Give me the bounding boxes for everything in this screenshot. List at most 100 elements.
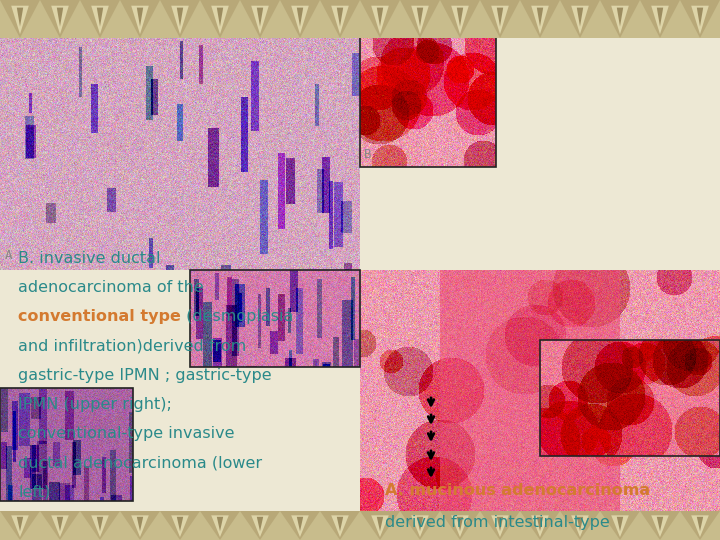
Polygon shape bbox=[17, 517, 23, 531]
Text: and infiltration)derived from: and infiltration)derived from bbox=[18, 339, 246, 354]
Polygon shape bbox=[651, 6, 669, 34]
Polygon shape bbox=[377, 8, 383, 26]
Polygon shape bbox=[377, 517, 383, 531]
Polygon shape bbox=[611, 515, 629, 537]
Polygon shape bbox=[131, 515, 149, 537]
Polygon shape bbox=[120, 0, 160, 38]
Text: IPMN (upper right);: IPMN (upper right); bbox=[18, 397, 172, 412]
Polygon shape bbox=[411, 6, 429, 34]
Polygon shape bbox=[400, 511, 440, 540]
Polygon shape bbox=[217, 8, 223, 26]
Polygon shape bbox=[456, 8, 463, 26]
Polygon shape bbox=[280, 511, 320, 540]
Polygon shape bbox=[200, 0, 240, 38]
Text: B: B bbox=[364, 148, 372, 161]
Polygon shape bbox=[691, 515, 708, 537]
Polygon shape bbox=[331, 515, 348, 537]
Polygon shape bbox=[640, 0, 680, 38]
Bar bbox=[0, 511, 720, 540]
Polygon shape bbox=[240, 511, 280, 540]
Polygon shape bbox=[200, 511, 240, 540]
Polygon shape bbox=[400, 0, 440, 38]
Polygon shape bbox=[251, 6, 269, 34]
Text: ductal adenocarcinoma (lower: ductal adenocarcinoma (lower bbox=[18, 455, 262, 470]
Text: A: A bbox=[5, 249, 12, 262]
Bar bbox=[190, 270, 360, 367]
Polygon shape bbox=[12, 6, 29, 34]
Polygon shape bbox=[331, 6, 348, 34]
Bar bbox=[0, 270, 360, 511]
Polygon shape bbox=[360, 0, 400, 38]
Polygon shape bbox=[577, 8, 583, 26]
Polygon shape bbox=[531, 515, 549, 537]
Polygon shape bbox=[691, 6, 708, 34]
Polygon shape bbox=[160, 0, 200, 38]
Polygon shape bbox=[91, 515, 109, 537]
Polygon shape bbox=[251, 515, 269, 537]
Polygon shape bbox=[577, 517, 583, 531]
Polygon shape bbox=[137, 517, 143, 531]
Polygon shape bbox=[177, 8, 183, 26]
Polygon shape bbox=[80, 511, 120, 540]
Polygon shape bbox=[451, 6, 469, 34]
Text: left): left) bbox=[18, 484, 50, 500]
Polygon shape bbox=[491, 6, 509, 34]
Polygon shape bbox=[571, 515, 589, 537]
Polygon shape bbox=[280, 0, 320, 38]
Polygon shape bbox=[337, 517, 343, 531]
Polygon shape bbox=[360, 511, 400, 540]
Polygon shape bbox=[600, 0, 640, 38]
Polygon shape bbox=[480, 511, 520, 540]
Polygon shape bbox=[560, 511, 600, 540]
Polygon shape bbox=[160, 511, 200, 540]
Polygon shape bbox=[560, 0, 600, 38]
Polygon shape bbox=[171, 515, 189, 537]
Polygon shape bbox=[680, 511, 720, 540]
Polygon shape bbox=[537, 517, 543, 531]
Polygon shape bbox=[680, 0, 720, 38]
Polygon shape bbox=[372, 515, 389, 537]
Bar bbox=[360, 38, 720, 270]
Polygon shape bbox=[40, 511, 80, 540]
Polygon shape bbox=[17, 8, 23, 26]
Polygon shape bbox=[211, 515, 229, 537]
Polygon shape bbox=[520, 511, 560, 540]
Polygon shape bbox=[417, 8, 423, 26]
Polygon shape bbox=[456, 517, 463, 531]
Polygon shape bbox=[96, 8, 103, 26]
Polygon shape bbox=[611, 6, 629, 34]
Polygon shape bbox=[440, 511, 480, 540]
Bar bbox=[0, 0, 720, 38]
Polygon shape bbox=[451, 515, 469, 537]
Polygon shape bbox=[520, 0, 560, 38]
Polygon shape bbox=[491, 515, 509, 537]
Polygon shape bbox=[291, 6, 309, 34]
Polygon shape bbox=[51, 6, 69, 34]
Polygon shape bbox=[257, 8, 264, 26]
Polygon shape bbox=[211, 6, 229, 34]
Polygon shape bbox=[320, 0, 360, 38]
Polygon shape bbox=[131, 6, 149, 34]
Polygon shape bbox=[57, 8, 63, 26]
Polygon shape bbox=[0, 511, 40, 540]
Polygon shape bbox=[80, 0, 120, 38]
Polygon shape bbox=[571, 6, 589, 34]
Polygon shape bbox=[617, 517, 624, 531]
Polygon shape bbox=[480, 0, 520, 38]
Text: derived from intestinal-type: derived from intestinal-type bbox=[385, 515, 610, 530]
Polygon shape bbox=[297, 517, 303, 531]
Text: gastric-type IPMN ; gastric-type: gastric-type IPMN ; gastric-type bbox=[18, 368, 271, 383]
Text: conventional type: conventional type bbox=[18, 309, 181, 325]
Polygon shape bbox=[171, 6, 189, 34]
Polygon shape bbox=[657, 517, 663, 531]
Polygon shape bbox=[537, 8, 543, 26]
Polygon shape bbox=[240, 0, 280, 38]
Polygon shape bbox=[57, 517, 63, 531]
Polygon shape bbox=[497, 517, 503, 531]
Polygon shape bbox=[531, 6, 549, 34]
Polygon shape bbox=[177, 517, 183, 531]
Polygon shape bbox=[0, 0, 40, 38]
Polygon shape bbox=[297, 8, 303, 26]
Polygon shape bbox=[697, 8, 703, 26]
Polygon shape bbox=[91, 6, 109, 34]
